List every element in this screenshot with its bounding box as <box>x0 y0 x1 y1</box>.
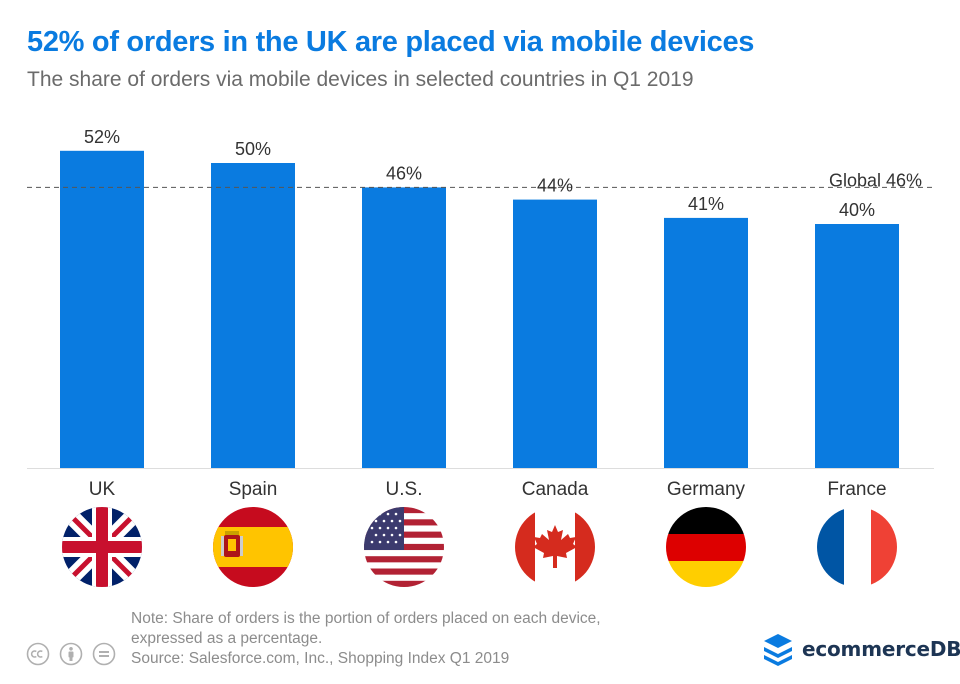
global-reference-label: Global 46% <box>829 170 922 190</box>
bar-uk <box>60 150 144 469</box>
footer-note: Note: Share of orders is the portion of … <box>131 609 751 669</box>
bar-chart: Global 46% 52% 50% 46% 44% 41% 40% UK Spain U.S… <box>27 127 934 587</box>
germany-flag-icon <box>666 507 746 587</box>
cc-icon[interactable] <box>26 642 50 666</box>
category-label: U.S. <box>386 479 423 500</box>
by-icon[interactable] <box>59 642 83 666</box>
spain-flag-icon <box>213 507 293 587</box>
bar-us <box>362 187 446 468</box>
license-icons[interactable] <box>26 642 122 668</box>
value-label: 52% <box>84 127 120 147</box>
source-line: Source: Salesforce.com, Inc., Shopping I… <box>131 650 510 667</box>
value-label: 40% <box>839 200 875 220</box>
value-label: 44% <box>537 176 573 196</box>
brand-logo[interactable]: ecommerceDB <box>762 632 960 666</box>
uk-flag-icon <box>62 507 142 587</box>
note-line-2: expressed as a percentage. <box>131 630 323 647</box>
bar-germany <box>664 217 748 468</box>
value-label: 41% <box>688 194 724 214</box>
category-label: Spain <box>229 479 278 500</box>
brand-name: ecommerceDB <box>802 637 960 661</box>
chart-subtitle: The share of orders via mobile devices i… <box>27 68 694 91</box>
canada-flag-icon <box>515 507 595 587</box>
category-label: France <box>827 479 886 500</box>
layers-logo-icon <box>764 634 792 666</box>
bar-spain <box>211 163 295 468</box>
value-label: 46% <box>386 163 422 183</box>
category-label: UK <box>89 479 116 500</box>
nd-icon[interactable] <box>92 642 116 666</box>
category-label: Germany <box>667 479 746 500</box>
us-flag-icon <box>364 507 444 587</box>
france-flag-icon <box>817 507 897 587</box>
note-line-1: Note: Share of orders is the portion of … <box>131 610 601 627</box>
category-label: Canada <box>522 479 589 500</box>
bar-canada <box>513 199 597 468</box>
chart-title: 52% of orders in the UK are placed via m… <box>27 26 755 58</box>
value-label: 50% <box>235 139 271 159</box>
bar-france <box>815 224 899 468</box>
